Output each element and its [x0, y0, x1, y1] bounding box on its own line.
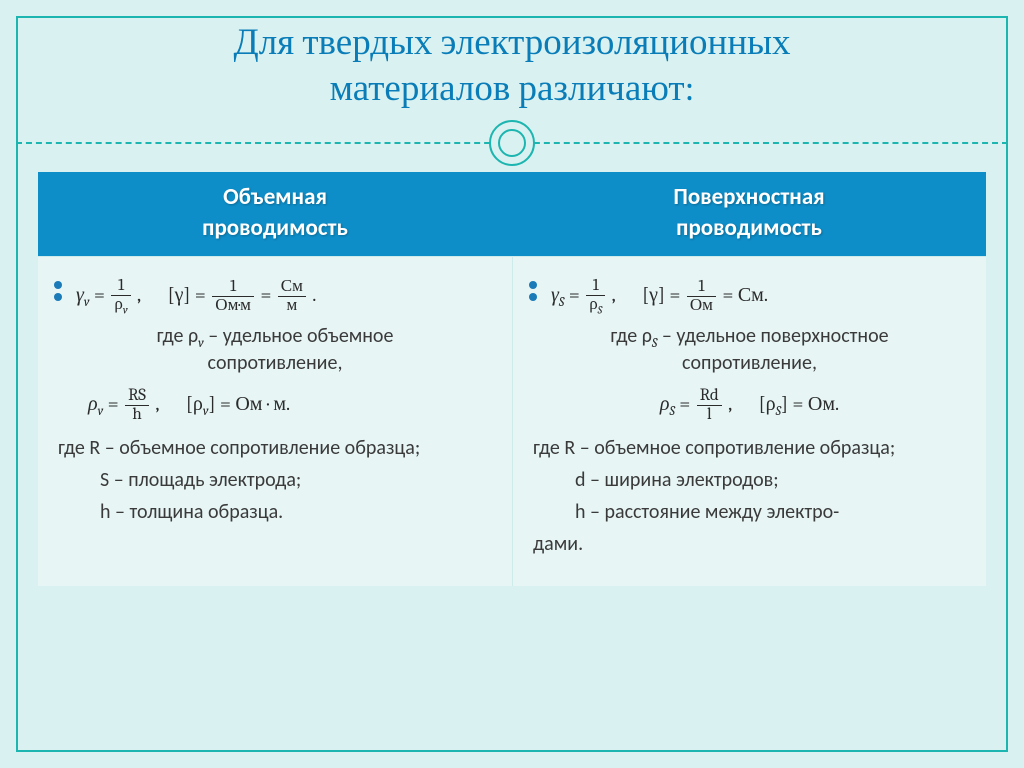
slide-title: Для твердых электроизоляционных материал… — [0, 20, 1024, 113]
fraction: 1 Ом — [687, 278, 716, 315]
column-body-volume: γv = 1 ρv , [γ] = 1 Ом·м = См м . где — [38, 256, 512, 586]
fraction: См м — [278, 278, 306, 315]
desc-rho-s: где ρS – удельное поверхностное сопротив… — [533, 324, 966, 375]
decorative-circle-icon — [489, 120, 535, 166]
frac-num: 1 — [586, 277, 605, 296]
desc-rho-v: где ρv – удельное объемное сопротивление… — [58, 324, 492, 375]
sub-gamma: v — [84, 295, 90, 310]
formula-rho-v: ρv = RS h , [ρv] = Ом · м. — [58, 387, 492, 424]
frac-num: 1 — [687, 278, 716, 297]
fraction: 1 ρv — [111, 277, 130, 316]
sub-rho: S — [669, 404, 674, 419]
unit-label: [γ] = — [168, 283, 206, 306]
frac-num: RS — [125, 387, 149, 406]
frac-num: Rd — [697, 387, 722, 406]
frac-den: Ом — [687, 297, 716, 315]
fraction: 1 ρS — [586, 277, 605, 316]
unit-label: [ρ — [186, 392, 203, 415]
fraction: Rd l — [697, 387, 722, 424]
formula-gamma-s: γS = 1 ρS , [γ] = 1 Ом = См. — [533, 277, 966, 316]
sub-rho: v — [98, 404, 104, 419]
text: где ρ — [157, 324, 199, 348]
desc-h-cont: дами. — [533, 532, 966, 556]
text: где ρ — [610, 324, 652, 348]
title-line-2: материалов различают: — [330, 68, 695, 110]
text: сопротивление, — [682, 351, 817, 375]
frac-den: м — [278, 297, 306, 315]
text: – удельное поверхностное — [662, 324, 889, 348]
desc-d: d – ширина электродов; — [533, 468, 966, 492]
frac-den: l — [697, 406, 722, 424]
frac-den-sub: S — [598, 303, 603, 316]
frac-den: h — [125, 406, 149, 424]
sym-gamma: γ — [551, 283, 559, 306]
sub: v — [198, 336, 204, 351]
title-line-1: Для твердых электроизоляционных — [233, 22, 790, 64]
desc-s: S – площадь электрода; — [58, 468, 492, 492]
fraction: 1 Ом·м — [212, 278, 254, 315]
formula-gamma-v: γv = 1 ρv , [γ] = 1 Ом·м = См м . — [58, 277, 492, 316]
frac-den-sub: v — [123, 303, 128, 316]
column-volume: Объемная проводимость γv = 1 ρv , [γ] = … — [38, 172, 512, 586]
frac-den: Ом·м — [212, 297, 254, 315]
desc-h: h – расстояние между электро- — [533, 500, 966, 524]
frac-num: 1 — [111, 277, 130, 296]
column-surface: Поверхностная проводимость γS = 1 ρS , [… — [512, 172, 986, 586]
desc-r: где R – объемное сопротивление образца; — [533, 436, 966, 460]
column-header-volume: Объемная проводимость — [38, 172, 512, 256]
sub: S — [652, 336, 657, 351]
column-body-surface: γS = 1 ρS , [γ] = 1 Ом = См. где ρS – уд… — [512, 256, 986, 586]
header-line: Поверхностная — [673, 183, 824, 211]
frac-num: 1 — [212, 278, 254, 297]
unit-val: ] = Ом · м. — [208, 392, 290, 415]
text: сопротивление, — [208, 351, 343, 375]
unit-label: [ρ — [759, 392, 776, 415]
header-line: проводимость — [676, 214, 822, 242]
sym-gamma: γ — [76, 283, 84, 306]
frac-den-sym: ρ — [114, 295, 122, 314]
text: – удельное объемное — [208, 324, 393, 348]
header-line: проводимость — [202, 214, 348, 242]
column-header-surface: Поверхностная проводимость — [512, 172, 986, 256]
frac-den-sym: ρ — [589, 295, 597, 314]
unit-val: ] = Ом. — [781, 392, 839, 415]
columns-container: Объемная проводимость γv = 1 ρv , [γ] = … — [38, 172, 986, 586]
desc-h: h – толщина образца. — [58, 500, 492, 524]
fraction: RS h — [125, 387, 149, 424]
unit-label: [γ] = — [642, 283, 680, 306]
frac-num: См — [278, 278, 306, 297]
unit-result: = См. — [722, 283, 768, 306]
formula-rho-s: ρS = Rd l , [ρS] = Ом. — [533, 387, 966, 424]
sub-gamma: S — [559, 295, 564, 310]
text: h – расстояние между электро- — [575, 500, 839, 524]
sym-rho: ρ — [88, 392, 98, 415]
desc-r: где R – объемное сопротивление образца; — [58, 436, 492, 460]
header-line: Объемная — [223, 183, 327, 211]
